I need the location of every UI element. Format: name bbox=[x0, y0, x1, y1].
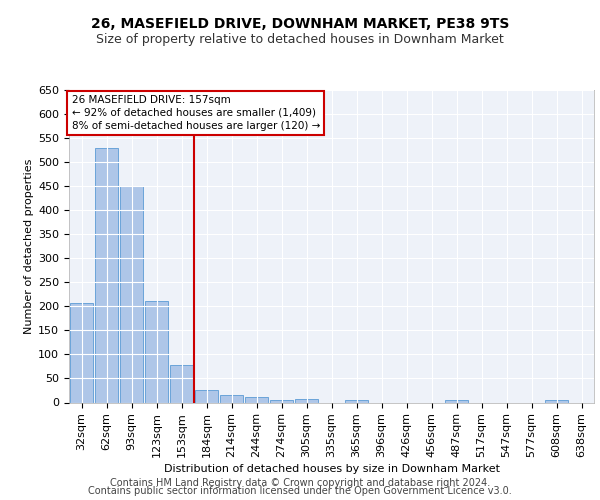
Bar bbox=[220, 396, 243, 402]
Bar bbox=[345, 400, 368, 402]
Bar bbox=[170, 365, 193, 403]
Bar bbox=[545, 400, 568, 402]
Text: Contains public sector information licensed under the Open Government Licence v3: Contains public sector information licen… bbox=[88, 486, 512, 496]
X-axis label: Distribution of detached houses by size in Downham Market: Distribution of detached houses by size … bbox=[163, 464, 499, 474]
Text: Size of property relative to detached houses in Downham Market: Size of property relative to detached ho… bbox=[96, 32, 504, 46]
Text: 26, MASEFIELD DRIVE, DOWNHAM MARKET, PE38 9TS: 26, MASEFIELD DRIVE, DOWNHAM MARKET, PE3… bbox=[91, 18, 509, 32]
Text: Contains HM Land Registry data © Crown copyright and database right 2024.: Contains HM Land Registry data © Crown c… bbox=[110, 478, 490, 488]
Bar bbox=[145, 300, 168, 402]
Bar bbox=[95, 148, 118, 402]
Bar bbox=[195, 390, 218, 402]
Y-axis label: Number of detached properties: Number of detached properties bbox=[24, 158, 34, 334]
Bar bbox=[70, 302, 93, 402]
Bar bbox=[245, 396, 268, 402]
Bar bbox=[270, 400, 293, 402]
Bar bbox=[120, 186, 143, 402]
Bar bbox=[295, 398, 318, 402]
Text: 26 MASEFIELD DRIVE: 157sqm
← 92% of detached houses are smaller (1,409)
8% of se: 26 MASEFIELD DRIVE: 157sqm ← 92% of deta… bbox=[71, 94, 320, 131]
Bar bbox=[445, 400, 468, 402]
